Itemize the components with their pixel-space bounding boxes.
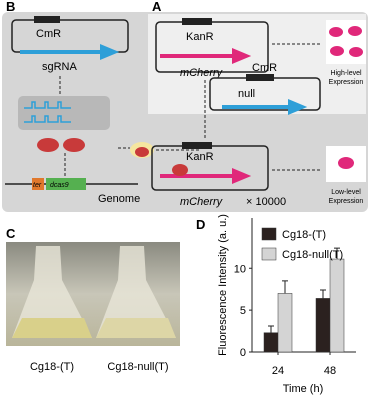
mcherry-arrow [160, 168, 252, 184]
dcas9-block [46, 178, 86, 190]
culture [96, 318, 176, 338]
ter-block [32, 178, 44, 190]
marker-block [182, 18, 212, 25]
x-tick-label: 48 [324, 365, 336, 377]
y-scale-label: × 10000 [246, 196, 286, 208]
marker-label: KanR [186, 31, 214, 43]
marker-block [34, 16, 60, 23]
marker-block [182, 142, 212, 149]
error-bar [282, 280, 288, 294]
expression-label: Low-level [331, 189, 361, 196]
dcas9-label: dcas9 [50, 182, 69, 189]
legend-swatch [261, 227, 277, 241]
cell-box [326, 20, 366, 64]
panel-label: C [6, 226, 16, 241]
flask [12, 246, 92, 338]
ter-label: ter [33, 182, 42, 189]
panel-label: B [6, 0, 15, 14]
gene-label: sgRNA [42, 61, 78, 73]
mcherry-arrow [160, 48, 252, 64]
sample-label: Cg18-(T) [30, 361, 74, 373]
genome-label: Genome [98, 193, 140, 205]
x-axis-label: Time (h) [283, 383, 324, 395]
bound-complex [172, 164, 188, 176]
transcript-box [18, 96, 110, 130]
marker-label: CmR [36, 28, 61, 40]
legend-swatch [261, 247, 277, 261]
legend-label: Cg18-(T) [282, 229, 326, 241]
expression-label: Expression [329, 198, 364, 205]
sgrna-arrow [20, 44, 120, 60]
y-tick-label: 10 [234, 263, 246, 275]
marker-label: KanR [186, 151, 214, 163]
sgrna-copies [24, 101, 71, 123]
dcas9-protein [37, 138, 59, 152]
gene-label: mCherry [180, 196, 224, 208]
null-arrow [222, 99, 308, 115]
bar [277, 293, 293, 353]
null-label: null [238, 88, 255, 100]
expression-label: High-level [330, 70, 362, 77]
y-tick-label: 5 [240, 305, 246, 317]
dcas9-protein [63, 138, 85, 152]
gene-label: mCherry [180, 67, 224, 79]
sample-label: Cg18-null(T) [107, 361, 168, 373]
panel-label: A [152, 0, 162, 14]
x-tick-label: 24 [272, 365, 284, 377]
marker-block [246, 74, 274, 81]
bar [329, 258, 345, 353]
expression-label: Expression [329, 79, 364, 86]
culture [12, 318, 92, 338]
y-tick-label: 0 [240, 347, 246, 359]
bar [315, 298, 331, 353]
y-axis-label: Fluorescence Intensity (a. u.) [217, 214, 229, 356]
flask [96, 246, 176, 338]
error-bar [334, 247, 340, 260]
panel-label: D [196, 217, 205, 232]
legend-label: Cg18-null(T) [282, 249, 343, 261]
error-bar [320, 289, 326, 299]
error-bar [268, 325, 274, 333]
complex [135, 147, 149, 157]
bar [263, 332, 279, 353]
marker-label: CmR [252, 62, 277, 74]
